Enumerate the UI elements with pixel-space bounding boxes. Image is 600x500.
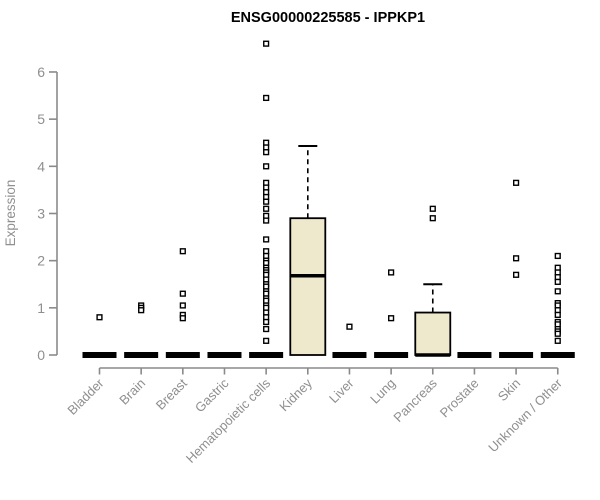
outlier-point bbox=[429, 205, 436, 212]
y-tick-label: 2 bbox=[37, 253, 45, 269]
y-tick-label: 5 bbox=[37, 111, 45, 127]
outlier-point bbox=[263, 217, 270, 224]
outlier-point bbox=[138, 307, 145, 314]
outlier-point bbox=[554, 337, 561, 344]
outlier-point bbox=[388, 269, 395, 276]
outlier-point bbox=[263, 318, 270, 326]
outlier-point bbox=[429, 215, 436, 222]
category-label: Prostate bbox=[437, 376, 482, 421]
y-tick-label: 0 bbox=[37, 347, 45, 363]
collapsed-box-bar bbox=[124, 352, 159, 358]
category-label: Liver bbox=[326, 375, 357, 406]
outlier-point bbox=[179, 315, 186, 322]
outlier-point bbox=[513, 271, 520, 278]
category-label: Gastric bbox=[192, 375, 232, 415]
category-label: Brain bbox=[116, 376, 148, 408]
outlier-point bbox=[263, 325, 270, 333]
category-label: Breast bbox=[153, 375, 190, 412]
boxplot-marks-group bbox=[82, 40, 575, 358]
outlier-point bbox=[346, 323, 353, 330]
collapsed-box-bar bbox=[207, 352, 242, 358]
category-label: Lung bbox=[367, 376, 398, 407]
y-axis-label: Expression bbox=[3, 180, 18, 247]
outlier-point bbox=[513, 255, 520, 262]
outlier-point bbox=[263, 337, 270, 344]
collapsed-box-bar bbox=[374, 352, 409, 358]
category-label: Unknown / Other bbox=[485, 375, 565, 455]
outlier-point bbox=[179, 248, 186, 255]
category-label: Kidney bbox=[276, 375, 315, 414]
y-tick-label: 6 bbox=[37, 64, 45, 80]
y-tick-label: 1 bbox=[37, 300, 45, 316]
chart-title: ENSG00000225585 - IPPKP1 bbox=[231, 10, 425, 26]
outlier-point bbox=[554, 252, 561, 260]
category-label: Skin bbox=[495, 376, 523, 404]
outlier-point bbox=[554, 311, 561, 319]
outlier-point bbox=[513, 179, 520, 186]
collapsed-box-bar bbox=[332, 352, 367, 358]
y-tick-label: 3 bbox=[37, 205, 45, 221]
category-label: Bladder bbox=[64, 375, 107, 418]
outlier-point bbox=[263, 94, 270, 102]
outlier-point bbox=[179, 302, 186, 309]
outlier-point bbox=[263, 198, 270, 205]
collapsed-box-bar bbox=[540, 352, 575, 358]
outlier-point bbox=[554, 330, 561, 337]
y-tick-label: 4 bbox=[37, 158, 45, 174]
outlier-point bbox=[263, 149, 270, 156]
outlier-point bbox=[179, 290, 186, 297]
collapsed-box-bar bbox=[249, 352, 284, 358]
collapsed-box-bar bbox=[499, 352, 534, 358]
outlier-point bbox=[263, 163, 270, 170]
outlier-point bbox=[554, 278, 561, 285]
box-rect bbox=[289, 217, 327, 356]
collapsed-box-bar bbox=[165, 352, 200, 358]
collapsed-box-bar bbox=[457, 352, 492, 358]
collapsed-box-bar bbox=[82, 352, 117, 358]
outlier-point bbox=[263, 205, 270, 212]
outlier-point bbox=[96, 314, 103, 321]
outlier-point bbox=[263, 40, 270, 47]
box-rect bbox=[414, 311, 452, 356]
category-label: Pancreas bbox=[390, 375, 440, 425]
outlier-point bbox=[554, 288, 561, 295]
outlier-point bbox=[388, 315, 395, 322]
outlier-point bbox=[263, 236, 270, 243]
